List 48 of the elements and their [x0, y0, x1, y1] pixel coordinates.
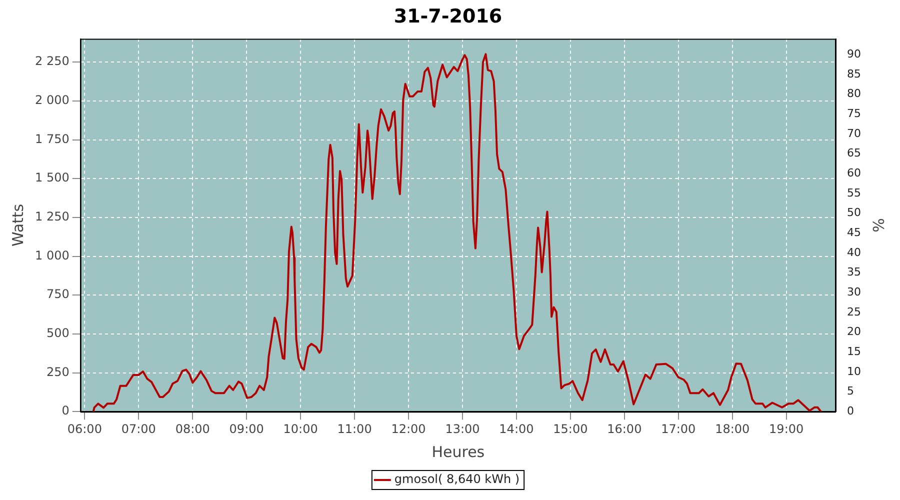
- x-tick-label: 17:00: [661, 422, 696, 436]
- x-tick-label: 15:00: [553, 422, 588, 436]
- y2-tick-label: 50: [847, 206, 862, 220]
- y-tick-label: 1 750: [34, 132, 70, 146]
- x-tick-label: 14:00: [499, 422, 534, 436]
- y2-tick-label: 15: [847, 344, 862, 358]
- x-tick-label: 06:00: [67, 422, 102, 436]
- x-tick-label: 16:00: [607, 422, 642, 436]
- y-tick-label: 1 000: [34, 248, 70, 262]
- y2-tick-label: 5: [847, 384, 854, 398]
- y2-tick-label: 75: [847, 107, 862, 120]
- x-tick-label: 08:00: [175, 422, 210, 436]
- y2-tick-label: 35: [847, 266, 862, 279]
- y2-tick-label: 65: [847, 146, 862, 160]
- y2-tick-label: 20: [847, 325, 862, 338]
- y2-tick-label: 25: [847, 305, 862, 318]
- x-tick-label: 13:00: [445, 422, 480, 436]
- x-tick-label: 12:00: [391, 422, 426, 436]
- y2-tick-label: 45: [847, 226, 862, 239]
- legend-label: gmosol( 8,640 kWh ): [394, 472, 520, 486]
- y2-tick-label: 55: [847, 186, 862, 200]
- y-tick-label: 1 250: [34, 210, 70, 224]
- x-tick-label: 18:00: [715, 422, 750, 436]
- x-tick-label: 19:00: [769, 422, 804, 436]
- y2-tick-label: 30: [847, 285, 862, 298]
- y2-tick-label: 70: [847, 126, 862, 140]
- y2-tick-label: 40: [847, 246, 862, 259]
- x-tick-label: 09:00: [229, 422, 264, 436]
- y-tick-label: 2 000: [34, 93, 70, 108]
- y-tick-label: 500: [46, 326, 70, 340]
- chart-title: 31-7-2016: [394, 5, 502, 28]
- y-tick-label: 750: [46, 287, 70, 302]
- y-tick-label: 250: [46, 364, 70, 379]
- x-tick-label: 07:00: [121, 422, 156, 436]
- y-tick-label: 0: [62, 404, 70, 418]
- y-tick-label: 2 250: [34, 54, 70, 68]
- y2-tick-label: 0: [847, 404, 854, 418]
- y2-tick-label: 80: [847, 87, 862, 100]
- x-tick-label: 11:00: [337, 422, 372, 436]
- y2-tick-label: 10: [847, 364, 862, 378]
- y2-tick-label: 90: [847, 48, 862, 61]
- x-tick-label: 10:00: [283, 422, 318, 436]
- y2-tick-label: 85: [847, 67, 862, 80]
- y-tick-label: 1 500: [34, 170, 70, 185]
- x-axis-title: Heures: [432, 442, 485, 461]
- y-axis-title: Watts: [8, 204, 27, 247]
- y2-tick-label: 60: [847, 166, 862, 180]
- y2-axis-title: %: [869, 218, 888, 232]
